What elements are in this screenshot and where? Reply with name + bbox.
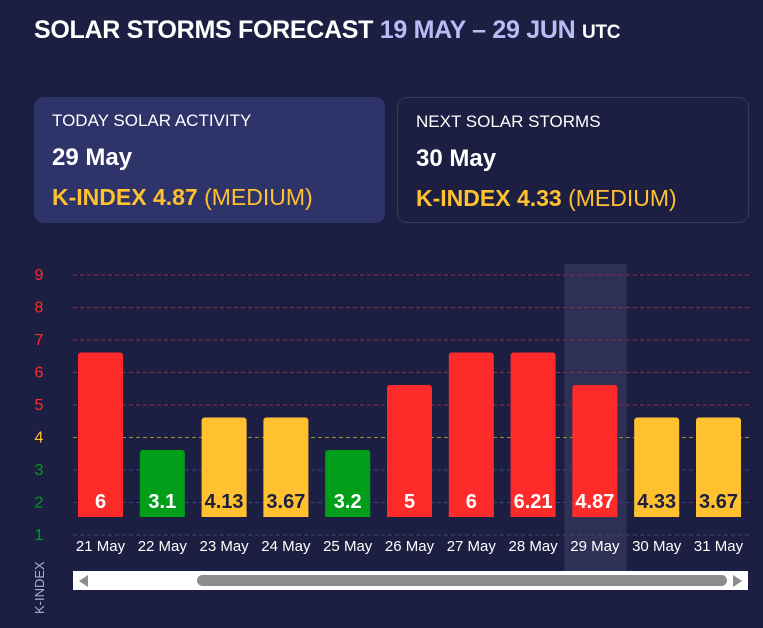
x-tick-label: 27 May [447,538,497,555]
bar-value-label: 4.13 [205,491,244,513]
scroll-left-icon[interactable] [79,575,88,587]
timezone: UTC [582,22,621,43]
card-date: 30 May [416,145,497,172]
bar-31-may [696,417,741,517]
y-axis-label: K-INDEX [32,561,47,614]
x-tick-label: 29 May [570,538,620,555]
x-tick-label: 21 May [76,538,126,555]
date-range: 19 MAY – 29 JUN [379,16,576,44]
bar-27-may [448,352,494,517]
activity-level: (MEDIUM) [568,185,677,211]
bar-value-label: 4.87 [575,491,614,513]
k-index-value: K-INDEX 4.33 [416,185,562,211]
y-tick-label: 1 [35,527,44,544]
bar-value-label: 5 [404,491,415,513]
y-tick-label: 5 [35,397,44,414]
k-index-value: K-INDEX 4.87 [52,184,198,210]
y-tick-label: 3 [35,462,44,479]
y-tick-label: 7 [35,332,44,349]
activity-level: (MEDIUM) [204,184,313,210]
bar-22-may [139,450,185,517]
scroll-thumb[interactable] [197,575,727,586]
bar-base [572,511,618,517]
bar-base [201,511,247,517]
bar-value-label: 3.1 [148,491,176,513]
bar-25-may [325,450,371,517]
y-tick-label: 6 [35,365,44,382]
title-text: SOLAR STORMS FORECAST [34,16,374,44]
bar-30-may [634,417,680,517]
card-label: TODAY SOLAR ACTIVITY [52,111,252,130]
bar-21-may [78,352,123,517]
today-activity-card: TODAY SOLAR ACTIVITY 29 May K-INDEX 4.87… [34,97,385,223]
bar-26-may [387,385,432,517]
y-tick-label: 9 [35,267,44,284]
x-tick-label: 24 May [261,538,311,555]
y-tick-label: 2 [35,495,44,512]
x-tick-label: 23 May [199,538,249,555]
next-storms-card: NEXT SOLAR STORMS 30 May K-INDEX 4.33 (M… [397,97,749,223]
y-tick-label: 8 [35,300,44,317]
bar-base [139,511,185,517]
card-date: 29 May [52,144,133,171]
x-tick-label: 25 May [323,538,373,555]
bar-value-label: 3.2 [334,491,362,513]
bar-value-label: 4.33 [637,491,676,513]
scroll-right-icon[interactable] [733,575,742,587]
bar-value-label: 3.67 [699,491,738,513]
bar-base [634,511,680,517]
bar-base [387,511,432,517]
x-tick-label: 28 May [508,538,558,555]
bar-value-label: 6 [95,491,106,513]
page-title: SOLAR STORMS FORECAST 19 MAY – 29 JUN UT… [34,16,620,45]
card-label: NEXT SOLAR STORMS [416,112,601,131]
bar-value-label: 6 [466,491,477,513]
bar-base [448,511,494,517]
x-tick-label: 30 May [632,538,682,555]
y-tick-label: 4 [35,430,44,447]
x-tick-label: 22 May [138,538,188,555]
bar-base [510,511,556,517]
chart-scrollbar[interactable] [73,571,748,590]
bar-base [325,511,371,517]
bar-value-label: 3.67 [266,491,305,513]
bar-29-may [572,385,618,517]
bar-value-label: 6.21 [514,491,553,513]
bar-23-may [201,417,247,517]
bar-base [696,511,741,517]
bar-28-may [510,352,556,517]
bar-base [78,511,123,517]
x-tick-label: 31 May [694,538,744,555]
bar-24-may [263,417,309,517]
k-index-chart: 1 2 3 4 5 6 7 8 9 K-INDEX 6 21 May 3.1 22 May 4.13 23 M… [32,264,750,614]
x-tick-label: 26 May [385,538,435,555]
bar-base [263,511,309,517]
